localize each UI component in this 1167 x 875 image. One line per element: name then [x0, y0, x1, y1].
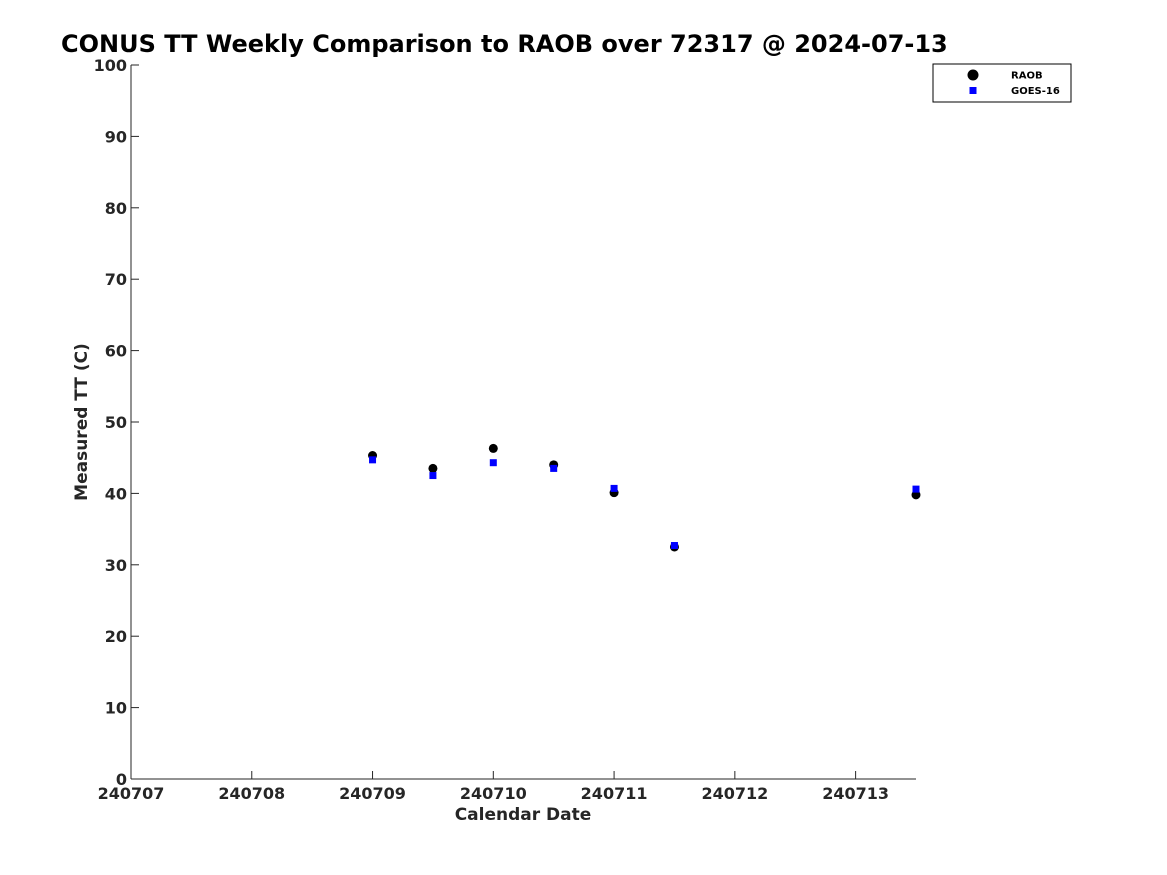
y-tick-label: 80: [105, 199, 127, 218]
y-tick-label: 30: [105, 556, 127, 575]
legend-box: [932, 63, 1072, 103]
legend-marker-raob: [967, 69, 979, 81]
y-tick-label: 0: [116, 770, 127, 789]
goes16-point: [429, 472, 437, 480]
y-axis-label: Measured TT (C): [72, 343, 92, 501]
x-tick-label: 240713: [822, 784, 889, 803]
y-tick-label: 100: [94, 56, 127, 75]
y-tick-label: 60: [105, 342, 127, 361]
goes16-point: [670, 542, 678, 550]
goes16-point: [369, 456, 377, 464]
goes16-point: [912, 485, 920, 493]
x-tick-label: 240710: [460, 784, 527, 803]
legend: RAOB GOES-16: [932, 63, 1072, 103]
raob-point: [488, 443, 498, 453]
raob-point: [428, 463, 438, 473]
x-axis-label: Calendar Date: [455, 805, 592, 825]
x-tick-label: 240707: [98, 784, 165, 803]
data-marks: [368, 443, 921, 552]
goes16-point: [550, 464, 558, 472]
x-tick-label: 240711: [581, 784, 648, 803]
x-tick-label: 240709: [339, 784, 406, 803]
chart-title: CONUS TT Weekly Comparison to RAOB over …: [61, 30, 948, 58]
y-tick-label: 90: [105, 127, 127, 146]
legend-label: GOES-16: [1011, 86, 1060, 97]
legend-label: RAOB: [1011, 71, 1043, 82]
goes16-point: [489, 459, 497, 467]
x-tick-label: 240712: [701, 784, 768, 803]
y-tick-label: 50: [105, 413, 127, 432]
y-tick-label: 20: [105, 627, 127, 646]
y-tick-label: 70: [105, 270, 127, 289]
x-tick-label: 240708: [218, 784, 285, 803]
y-tick-label: 10: [105, 699, 127, 718]
goes16-point: [610, 484, 618, 492]
y-tick-label: 40: [105, 484, 127, 503]
legend-marker-goes16: [969, 87, 977, 94]
axes: 0 10 20 30 40 50 60 70 80 90 100 240707 240708 240709…: [94, 56, 916, 803]
